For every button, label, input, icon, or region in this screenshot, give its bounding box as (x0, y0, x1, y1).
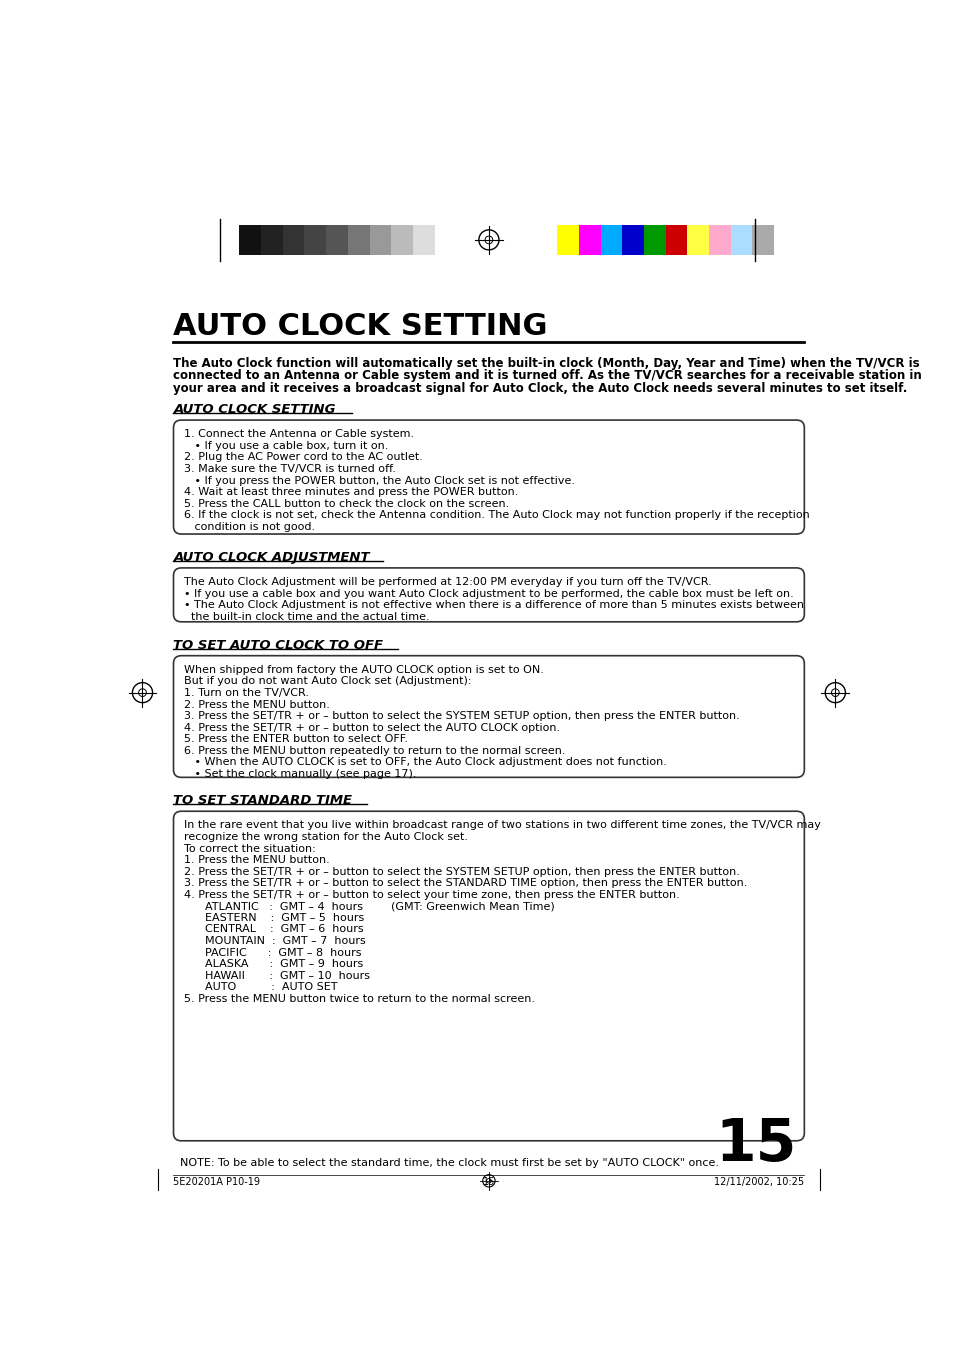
Bar (599, 226, 621, 254)
Text: your area and it receives a broadcast signal for Auto Clock, the Auto Clock need: your area and it receives a broadcast si… (173, 381, 907, 394)
Text: AUTO          :  AUTO SET: AUTO : AUTO SET (184, 982, 337, 992)
Text: 2. Plug the AC Power cord to the AC outlet.: 2. Plug the AC Power cord to the AC outl… (184, 453, 423, 462)
Text: 12/11/2002, 10:25: 12/11/2002, 10:25 (714, 1177, 803, 1188)
Text: In the rare event that you live within broadcast range of two stations in two di: In the rare event that you live within b… (184, 820, 821, 831)
Text: 6. If the clock is not set, check the Antenna condition. The Auto Clock may not : 6. If the clock is not set, check the An… (184, 511, 809, 520)
Bar (391, 226, 413, 254)
Text: 5. Press the CALL button to check the clock on the screen.: 5. Press the CALL button to check the cl… (184, 499, 509, 508)
Bar (304, 226, 326, 254)
Text: • The Auto Clock Adjustment is not effective when there is a difference of more : • The Auto Clock Adjustment is not effec… (184, 600, 803, 611)
Bar (708, 226, 730, 254)
Text: 5. Press the MENU button twice to return to the normal screen.: 5. Press the MENU button twice to return… (184, 994, 535, 1004)
FancyBboxPatch shape (173, 567, 803, 621)
Text: condition is not good.: condition is not good. (184, 521, 315, 532)
Text: the built-in clock time and the actual time.: the built-in clock time and the actual t… (184, 612, 430, 621)
Text: 5E20201A P10-19: 5E20201A P10-19 (173, 1177, 260, 1188)
Bar (578, 226, 599, 254)
Bar (282, 226, 304, 254)
Bar (752, 226, 773, 254)
Bar (369, 226, 391, 254)
Text: 15: 15 (715, 1116, 796, 1173)
Text: TO SET STANDARD TIME: TO SET STANDARD TIME (173, 794, 352, 808)
Text: 5. Press the ENTER button to select OFF.: 5. Press the ENTER button to select OFF. (184, 734, 408, 744)
Text: • If you press the POWER button, the Auto Clock set is not effective.: • If you press the POWER button, the Aut… (184, 476, 575, 485)
Bar (686, 226, 708, 254)
Text: recognize the wrong station for the Auto Clock set.: recognize the wrong station for the Auto… (184, 832, 468, 842)
Text: 2. Press the MENU button.: 2. Press the MENU button. (184, 700, 330, 709)
Text: • Set the clock manually (see page 17).: • Set the clock manually (see page 17). (184, 769, 416, 780)
Text: 1. Turn on the TV/VCR.: 1. Turn on the TV/VCR. (184, 688, 309, 698)
Text: CENTRAL    :  GMT – 6  hours: CENTRAL : GMT – 6 hours (184, 924, 364, 935)
Text: • When the AUTO CLOCK is set to OFF, the Auto Clock adjustment does not function: • When the AUTO CLOCK is set to OFF, the… (184, 758, 666, 767)
Text: 2. Press the SET/TR + or – button to select the SYSTEM SETUP option, then press : 2. Press the SET/TR + or – button to sel… (184, 867, 740, 877)
Text: MOUNTAIN  :  GMT – 7  hours: MOUNTAIN : GMT – 7 hours (184, 936, 366, 946)
Text: connected to an Antenna or Cable system and it is turned off. As the TV/VCR sear: connected to an Antenna or Cable system … (173, 369, 922, 382)
Text: EASTERN    :  GMT – 5  hours: EASTERN : GMT – 5 hours (184, 913, 364, 923)
Text: TO SET AUTO CLOCK TO OFF: TO SET AUTO CLOCK TO OFF (173, 639, 383, 651)
Text: To correct the situation:: To correct the situation: (184, 843, 315, 854)
FancyBboxPatch shape (173, 655, 803, 777)
Text: • If you use a cable box and you want Auto Clock adjustment to be performed, the: • If you use a cable box and you want Au… (184, 589, 793, 598)
Text: AUTO CLOCK ADJUSTMENT: AUTO CLOCK ADJUSTMENT (173, 551, 370, 563)
Text: AUTO CLOCK SETTING: AUTO CLOCK SETTING (173, 312, 547, 342)
Bar (326, 226, 348, 254)
Text: 4. Wait at least three minutes and press the POWER button.: 4. Wait at least three minutes and press… (184, 488, 518, 497)
Text: 15: 15 (482, 1177, 495, 1188)
Text: The Auto Clock Adjustment will be performed at 12:00 PM everyday if you turn off: The Auto Clock Adjustment will be perfor… (184, 577, 711, 588)
FancyBboxPatch shape (173, 811, 803, 1140)
Bar (665, 226, 686, 254)
Text: 1. Connect the Antenna or Cable system.: 1. Connect the Antenna or Cable system. (184, 430, 414, 439)
Text: AUTO CLOCK SETTING: AUTO CLOCK SETTING (173, 403, 335, 416)
Bar (239, 226, 261, 254)
Text: HAWAII       :  GMT – 10  hours: HAWAII : GMT – 10 hours (184, 970, 370, 981)
FancyBboxPatch shape (173, 420, 803, 534)
Text: When shipped from factory the AUTO CLOCK option is set to ON.: When shipped from factory the AUTO CLOCK… (184, 665, 543, 676)
Text: 4. Press the SET/TR + or – button to select the AUTO CLOCK option.: 4. Press the SET/TR + or – button to sel… (184, 723, 559, 732)
Text: 3. Press the SET/TR + or – button to select the STANDARD TIME option, then press: 3. Press the SET/TR + or – button to sel… (184, 878, 747, 888)
Text: PACIFIC      :  GMT – 8  hours: PACIFIC : GMT – 8 hours (184, 947, 361, 958)
Bar (730, 226, 752, 254)
Text: 3. Press the SET/TR + or – button to select the SYSTEM SETUP option, then press : 3. Press the SET/TR + or – button to sel… (184, 711, 740, 721)
Text: The Auto Clock function will automatically set the built-in clock (Month, Day, Y: The Auto Clock function will automatical… (173, 357, 919, 370)
Text: 1. Press the MENU button.: 1. Press the MENU button. (184, 855, 330, 865)
Text: 6. Press the MENU button repeatedly to return to the normal screen.: 6. Press the MENU button repeatedly to r… (184, 746, 565, 755)
Bar (621, 226, 643, 254)
Bar (435, 226, 456, 254)
Bar (261, 226, 282, 254)
Text: NOTE: To be able to select the standard time, the clock must first be set by "AU: NOTE: To be able to select the standard … (179, 1158, 718, 1167)
Bar (643, 226, 665, 254)
Text: 3. Make sure the TV/VCR is turned off.: 3. Make sure the TV/VCR is turned off. (184, 463, 395, 474)
Text: • If you use a cable box, turn it on.: • If you use a cable box, turn it on. (184, 440, 388, 451)
Bar (413, 226, 435, 254)
Bar (557, 226, 578, 254)
Text: ALASKA      :  GMT – 9  hours: ALASKA : GMT – 9 hours (184, 959, 363, 969)
Text: 4. Press the SET/TR + or – button to select your time zone, then press the ENTER: 4. Press the SET/TR + or – button to sel… (184, 890, 679, 900)
Text: ATLANTIC   :  GMT – 4  hours        (GMT: Greenwich Mean Time): ATLANTIC : GMT – 4 hours (GMT: Greenwich… (184, 901, 555, 912)
Bar (348, 226, 369, 254)
Text: But if you do not want Auto Clock set (Adjustment):: But if you do not want Auto Clock set (A… (184, 677, 472, 686)
